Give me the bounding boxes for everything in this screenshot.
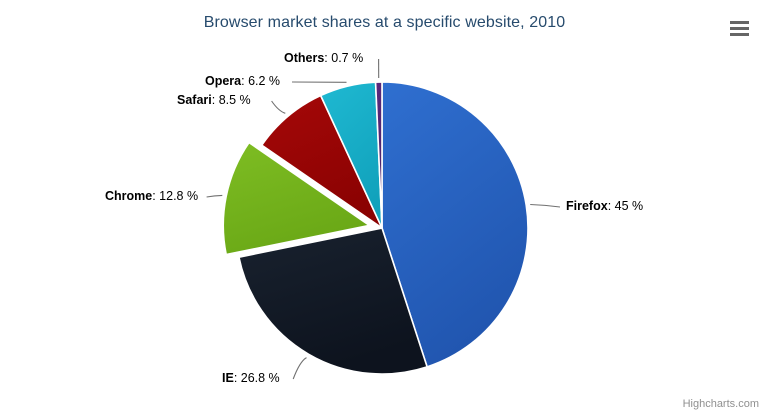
data-label-value: : 26.8 %	[233, 371, 280, 385]
data-label-value: : 0.7 %	[324, 51, 364, 65]
connector-ie	[292, 357, 307, 380]
chart-title: Browser market shares at a specific webs…	[203, 14, 566, 31]
data-label-name: Firefox	[566, 199, 608, 213]
credits-link[interactable]: Highcharts.com	[682, 398, 759, 410]
label-connectors	[206, 58, 561, 380]
data-label-ie: IE: 26.8 %	[222, 371, 280, 386]
data-label-safari: Safari: 8.5 %	[177, 93, 251, 108]
hamburger-bar-3	[729, 32, 749, 36]
data-label-value: : 6.2 %	[241, 74, 281, 88]
data-label-opera: Opera: 6.2 %	[205, 74, 280, 89]
data-label-chrome: Chrome: 12.8 %	[105, 189, 198, 204]
hamburger-bar-1	[729, 20, 749, 24]
connector-safari	[271, 100, 286, 114]
data-label-name: Opera	[205, 74, 242, 88]
hamburger-menu-icon[interactable]	[727, 17, 751, 39]
pie-slice-chrome[interactable]	[222, 141, 371, 256]
connector-chrome	[206, 194, 223, 198]
data-label-firefox: Firefox: 45 %	[566, 199, 643, 214]
data-label-value: : 12.8 %	[152, 189, 199, 203]
data-label-name: Safari	[177, 93, 212, 107]
hamburger-bar-2	[729, 26, 749, 30]
connector-firefox	[530, 203, 561, 208]
data-label-value: : 8.5 %	[211, 93, 251, 107]
data-label-value: : 45 %	[607, 199, 644, 213]
pie-slices	[222, 81, 529, 375]
data-label-name: Others	[284, 51, 325, 65]
data-label-name: IE	[222, 371, 234, 385]
pie-slice-firefox[interactable]	[381, 81, 529, 368]
pie-slice-others[interactable]	[374, 81, 383, 229]
pie-slice-ie[interactable]	[238, 227, 428, 375]
data-label-others: Others: 0.7 %	[284, 51, 363, 66]
data-label-name: Chrome	[105, 189, 153, 203]
